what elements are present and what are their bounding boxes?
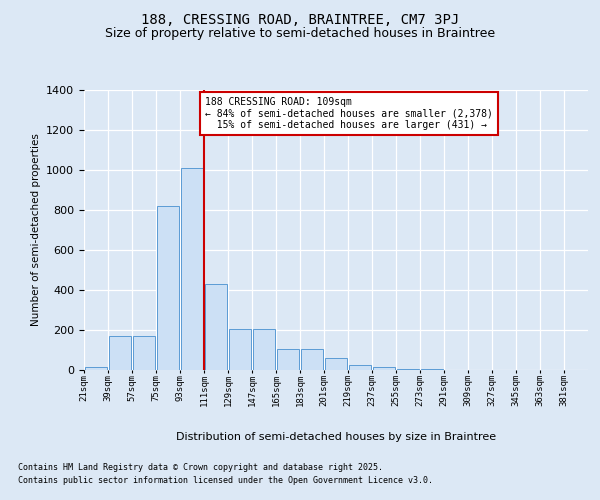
Text: 188 CRESSING ROAD: 109sqm
← 84% of semi-detached houses are smaller (2,378)
  15: 188 CRESSING ROAD: 109sqm ← 84% of semi-… — [205, 97, 493, 130]
Bar — [109, 336, 131, 370]
Text: 188, CRESSING ROAD, BRAINTREE, CM7 3PJ: 188, CRESSING ROAD, BRAINTREE, CM7 3PJ — [141, 12, 459, 26]
Bar — [157, 206, 179, 370]
Bar — [181, 168, 203, 370]
Text: Distribution of semi-detached houses by size in Braintree: Distribution of semi-detached houses by … — [176, 432, 496, 442]
Bar — [253, 329, 275, 370]
Bar — [373, 367, 395, 370]
Bar — [229, 329, 251, 370]
Bar — [325, 358, 347, 370]
Bar — [421, 369, 443, 370]
Bar — [133, 336, 155, 370]
Bar — [205, 284, 227, 370]
Text: Contains public sector information licensed under the Open Government Licence v3: Contains public sector information licen… — [18, 476, 433, 485]
Y-axis label: Number of semi-detached properties: Number of semi-detached properties — [31, 134, 41, 326]
Bar — [397, 369, 419, 370]
Bar — [301, 349, 323, 370]
Text: Size of property relative to semi-detached houses in Braintree: Size of property relative to semi-detach… — [105, 28, 495, 40]
Bar — [349, 365, 371, 370]
Text: Contains HM Land Registry data © Crown copyright and database right 2025.: Contains HM Land Registry data © Crown c… — [18, 462, 383, 471]
Bar — [85, 367, 107, 370]
Bar — [277, 349, 299, 370]
